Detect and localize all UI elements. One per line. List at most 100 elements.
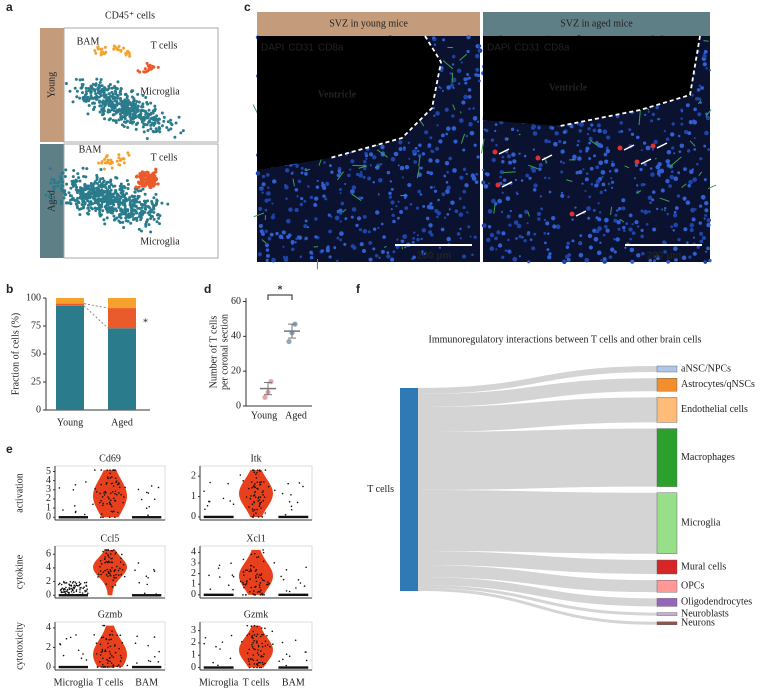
- nucleus: [372, 180, 376, 184]
- nucleus: [451, 126, 457, 131]
- tsne-point: [63, 174, 67, 178]
- target-node: [656, 378, 678, 392]
- nucleus: [555, 224, 561, 230]
- tsne-point: [160, 124, 164, 128]
- cell-point: [215, 645, 217, 648]
- vessel: [707, 184, 717, 190]
- cell-point: [79, 593, 81, 596]
- cell-point: [256, 508, 258, 511]
- cell-point: [108, 650, 111, 653]
- nucleus: [398, 147, 403, 151]
- y-tick-label: 100: [26, 292, 41, 303]
- nucleus: [590, 182, 594, 186]
- nucleus: [461, 254, 467, 259]
- tsne-point: [157, 126, 161, 130]
- cell-point: [94, 487, 96, 490]
- cell-point: [256, 659, 259, 662]
- cell-point: [262, 500, 265, 502]
- nucleus: [689, 169, 694, 175]
- cell-point: [264, 662, 266, 665]
- nucleus: [452, 86, 455, 90]
- nucleus: [704, 130, 709, 136]
- cell-point: [149, 660, 152, 663]
- x-tick-label: Aged: [111, 417, 133, 428]
- cell-point: [105, 549, 108, 551]
- cell-point: [253, 663, 256, 665]
- nucleus: [629, 247, 635, 253]
- cell-point: [137, 562, 140, 564]
- nucleus: [392, 250, 396, 254]
- cell-point: [104, 561, 106, 564]
- tsne-point: [73, 183, 77, 187]
- nucleus: [323, 161, 326, 164]
- cell-point: [206, 504, 209, 507]
- cell-point: [255, 512, 257, 514]
- bar-segment: [108, 298, 136, 309]
- tsne-point: [95, 186, 99, 190]
- tsne-point: [83, 194, 87, 198]
- y-axis-label: Fraction of cells (%): [10, 313, 21, 395]
- cell-point: [72, 488, 75, 491]
- tsne-point: [111, 118, 115, 122]
- nucleus: [290, 239, 295, 244]
- nucleus: [600, 170, 606, 175]
- nucleus: [315, 185, 320, 189]
- cell-point: [95, 491, 98, 493]
- cell-point: [111, 634, 114, 636]
- cell-point: [122, 563, 125, 566]
- tsne-point: [122, 103, 126, 107]
- tsne-point: [151, 111, 155, 115]
- tsne-point: [68, 89, 72, 93]
- nucleus: [604, 189, 607, 192]
- tsne-point: [110, 108, 114, 112]
- nucleus: [584, 257, 590, 263]
- cell-point: [113, 570, 116, 573]
- nucleus: [697, 112, 702, 117]
- nucleus: [485, 172, 490, 177]
- nucleus: [640, 183, 645, 187]
- nucleus: [443, 216, 447, 219]
- tsne-point: [94, 92, 98, 96]
- nucleus: [324, 197, 328, 201]
- nucleus: [628, 227, 633, 232]
- tsne-point: [136, 109, 140, 113]
- nucleus: [288, 207, 293, 212]
- tsne-point: [75, 89, 79, 93]
- tsne-point: [76, 200, 80, 204]
- panel-label: d: [204, 282, 211, 296]
- nucleus: [516, 129, 519, 132]
- nucleus: [520, 179, 524, 182]
- nucleus: [491, 198, 496, 204]
- tsne-frame: [63, 27, 219, 143]
- cell-point: [251, 658, 253, 660]
- tsne-point: [123, 186, 127, 190]
- gene-title: Xcl1: [246, 533, 265, 544]
- cell-point: [284, 513, 287, 516]
- tsne-point: [174, 121, 178, 125]
- nucleus: [590, 123, 594, 127]
- cell-point: [62, 654, 65, 657]
- tsne-point: [134, 210, 138, 214]
- vessel: [689, 140, 696, 147]
- tsne-point: [83, 182, 87, 186]
- tsne-point: [80, 202, 84, 206]
- nucleus: [297, 235, 300, 239]
- tsne-point: [86, 184, 90, 188]
- y-tick-label: 0: [46, 590, 51, 601]
- tsne-point: [91, 96, 95, 100]
- cell-point: [143, 592, 146, 595]
- cell-point: [94, 469, 96, 471]
- cell-point: [281, 641, 284, 644]
- cell-point: [254, 496, 257, 498]
- nucleus: [436, 211, 442, 216]
- cell-point: [240, 640, 243, 643]
- nucleus: [615, 237, 620, 242]
- cell-point: [109, 660, 111, 663]
- nucleus: [388, 191, 392, 196]
- nucleus: [464, 81, 468, 85]
- region-label: Ventricle: [318, 89, 357, 100]
- tsne-point: [71, 100, 75, 104]
- cell-point: [305, 566, 307, 569]
- nucleus: [596, 123, 601, 128]
- tsne-point: [79, 86, 83, 90]
